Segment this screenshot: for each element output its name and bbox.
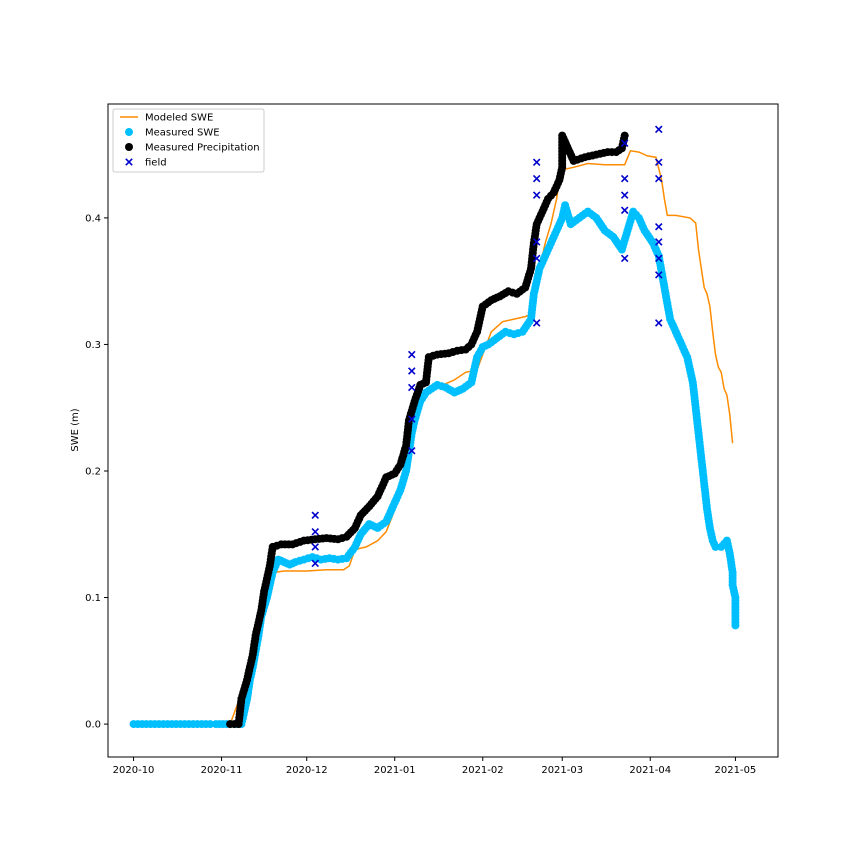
field-marker xyxy=(620,254,629,263)
legend-circle-swatch xyxy=(125,128,133,136)
x-tick-label: 2021-03 xyxy=(541,765,583,776)
x-tick-label: 2020-12 xyxy=(286,765,328,776)
legend-entry: Modeled SWE xyxy=(120,113,213,124)
data-point xyxy=(620,131,629,140)
y-axis-title: SWE (m) xyxy=(70,408,81,451)
field-marker xyxy=(654,319,663,327)
y-tick-label: 0.2 xyxy=(85,466,101,477)
data-point xyxy=(731,621,740,630)
field-marker xyxy=(654,254,663,263)
legend-frame xyxy=(112,108,265,173)
field-marker xyxy=(311,527,320,536)
field-marker xyxy=(654,125,663,134)
x-tick-label: 2021-04 xyxy=(629,765,671,776)
legend-entry: Measured Precipitation xyxy=(125,143,260,154)
field-marker xyxy=(408,415,416,423)
field-marker xyxy=(311,543,320,551)
legend-label: Modeled SWE xyxy=(145,113,213,124)
legend-circle-swatch xyxy=(125,143,133,151)
series-measured-precipitation xyxy=(226,131,629,729)
plot-area xyxy=(129,125,740,729)
field-marker xyxy=(532,174,541,183)
y-tick-label: 0.1 xyxy=(85,593,101,604)
data-point xyxy=(711,542,720,551)
plot-frame xyxy=(107,103,779,758)
legend-entry: Measured SWE xyxy=(125,128,220,139)
field-marker xyxy=(408,350,416,359)
x-tick-label: 2021-05 xyxy=(715,765,757,776)
x-tick-label: 2021-01 xyxy=(374,765,416,776)
legend-label: field xyxy=(145,158,167,169)
series-measured-swe xyxy=(129,201,740,729)
y-tick-label: 0.4 xyxy=(85,213,101,224)
y-axis: 0.0 0.1 0.2 0.3 0.4 xyxy=(85,213,108,731)
field-marker xyxy=(654,271,663,279)
field-marker xyxy=(532,319,541,327)
x-tick-label: 2021-02 xyxy=(462,765,504,776)
legend-label: Measured SWE xyxy=(145,128,220,139)
field-marker xyxy=(654,222,663,231)
legend: Modeled SWE Measured SWE Measured Precipit… xyxy=(112,108,265,173)
field-marker xyxy=(311,559,320,568)
field-marker xyxy=(408,367,416,375)
y-tick-label: 0.0 xyxy=(85,720,101,731)
x-tick-label: 2020-11 xyxy=(201,765,243,776)
series-field xyxy=(311,125,663,568)
data-point xyxy=(206,720,215,729)
field-marker xyxy=(654,158,663,166)
field-marker xyxy=(620,139,629,147)
legend-label: Measured Precipitation xyxy=(145,143,260,154)
field-marker xyxy=(311,511,320,520)
field-marker xyxy=(408,446,416,455)
field-marker xyxy=(620,191,629,199)
field-marker xyxy=(620,206,629,215)
field-marker xyxy=(532,158,541,166)
y-tick-label: 0.3 xyxy=(85,340,101,351)
field-marker xyxy=(408,383,416,392)
x-tick-label: 2020-10 xyxy=(113,765,155,776)
x-axis: 2020-10 2020-11 2020-12 2021-01 2021-02 2021-… xyxy=(113,757,757,776)
field-marker xyxy=(532,254,541,263)
field-marker xyxy=(620,174,629,183)
field-marker xyxy=(532,238,541,246)
legend-entry: field xyxy=(125,158,167,169)
field-marker xyxy=(654,238,663,246)
field-marker xyxy=(532,191,541,199)
field-marker xyxy=(654,174,663,183)
